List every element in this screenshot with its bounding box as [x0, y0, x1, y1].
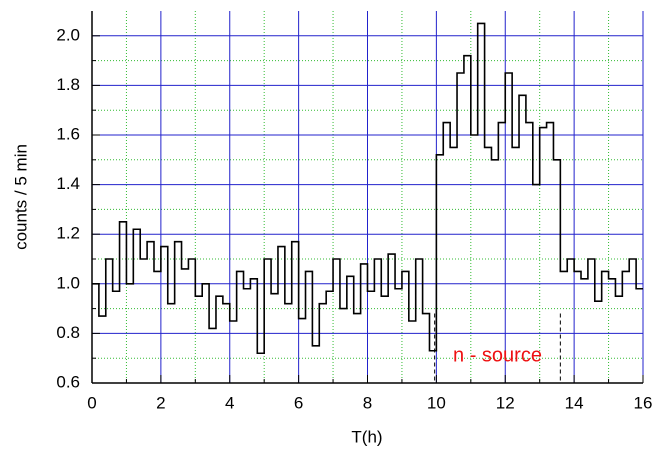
- y-tick-label: 0.6: [56, 372, 80, 391]
- x-tick-label: 16: [634, 393, 653, 412]
- x-tick-label: 0: [87, 393, 96, 412]
- y-tick-label: 1.2: [56, 224, 80, 243]
- x-tick-label: 12: [496, 393, 515, 412]
- x-tick-label: 14: [565, 393, 584, 412]
- x-tick-label: 6: [294, 393, 303, 412]
- x-tick-label: 2: [156, 393, 165, 412]
- data-line: [92, 22, 643, 355]
- y-tick-label: 1.6: [56, 124, 80, 143]
- y-tick-label: 1.8: [56, 75, 80, 94]
- x-axis-label: T(h): [351, 427, 382, 446]
- x-tick-label: 8: [363, 393, 372, 412]
- x-tick-label: 10: [427, 393, 446, 412]
- y-tick-label: 2.0: [56, 25, 80, 44]
- annotation: n - source: [453, 344, 542, 366]
- y-axis-label: counts / 5 min: [11, 144, 30, 250]
- y-tick-label: 0.8: [56, 323, 80, 342]
- y-tick-label: 1.0: [56, 273, 80, 292]
- y-tick-label: 1.4: [56, 174, 80, 193]
- x-tick-label: 4: [225, 393, 234, 412]
